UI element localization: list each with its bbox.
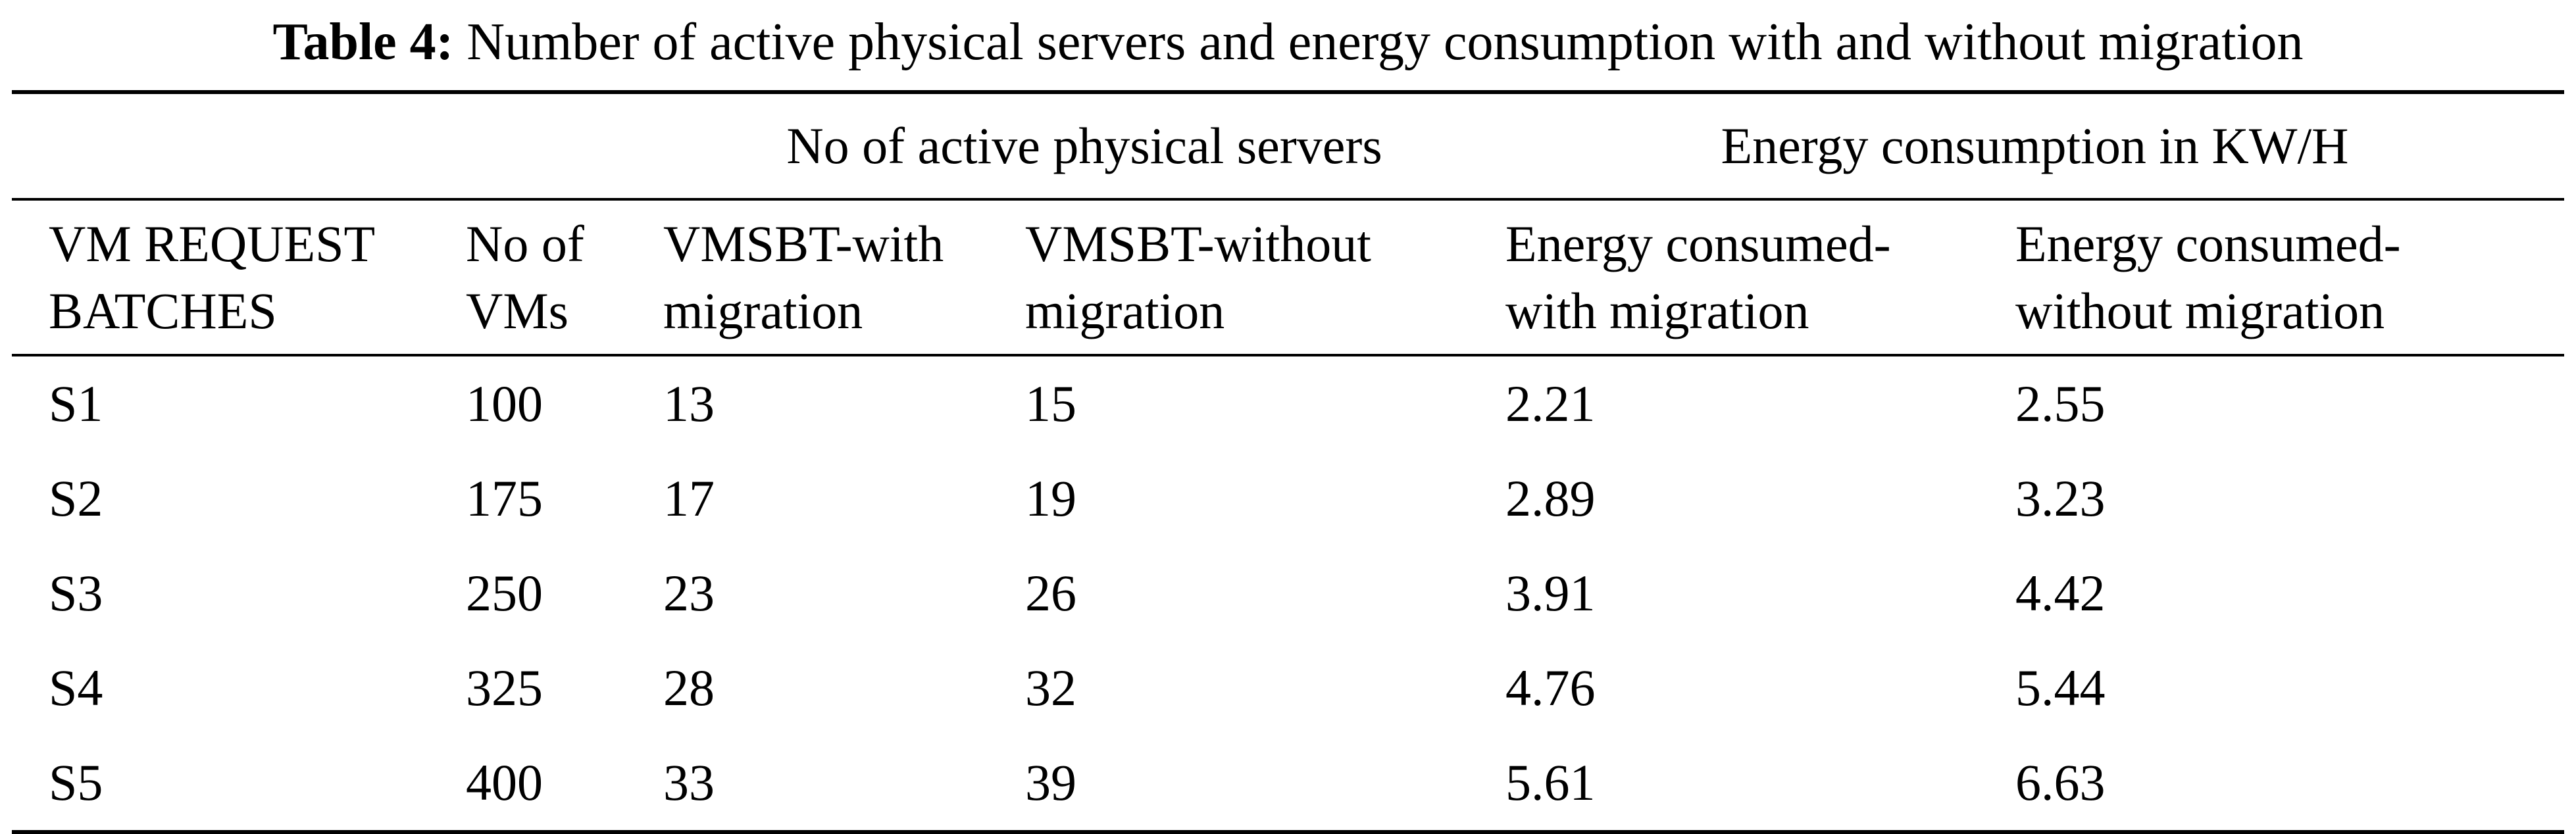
table-cell: 23: [663, 564, 715, 622]
table-cell: 3.23: [2015, 470, 2106, 527]
table-cell: S2: [49, 470, 103, 527]
table-cell: S4: [49, 659, 103, 717]
table-cell: 2.21: [1505, 375, 1596, 433]
table-cell: 5.44: [2015, 659, 2106, 717]
table-cell: 28: [663, 659, 715, 717]
col-header-vmsbt-without-migration: VMSBT-without migration: [1025, 199, 1505, 356]
table-cell: 6.63: [2015, 754, 2106, 812]
table-row: S2 175 17 19 2.89 3.23: [12, 451, 2564, 546]
group-header-row: No of active physical servers Energy con…: [12, 92, 2564, 201]
table-row: S3 250 23 26 3.91 4.42: [12, 546, 2564, 641]
table-row: S4 325 28 32 4.76 5.44: [12, 641, 2564, 735]
table-cell: 39: [1025, 754, 1076, 812]
table-cell: 3.91: [1505, 564, 1596, 622]
table-cell: 26: [1025, 564, 1076, 622]
table-cell: 33: [663, 754, 715, 812]
group-header-spacer: [12, 92, 663, 201]
table-cell: 32: [1025, 659, 1076, 717]
table-cell: 4.42: [2015, 564, 2106, 622]
caption-text: Number of active physical servers and en…: [453, 13, 2304, 71]
table-cell: 325: [466, 659, 543, 717]
table-cell: 15: [1025, 375, 1076, 433]
col-header-energy-without-migration: Energy consumed- without migration: [2015, 199, 2564, 356]
table-caption: Table 4: Number of active physical serve…: [0, 0, 2576, 90]
group-header-servers: No of active physical servers: [663, 92, 1505, 201]
table-cell: S5: [49, 754, 103, 812]
table-cell: S3: [49, 564, 103, 622]
table-row: S1 100 13 15 2.21 2.55: [12, 355, 2564, 451]
col-header-vmsbt-with-migration: VMSBT-with migration: [663, 199, 1025, 356]
table-cell: 17: [663, 470, 715, 527]
data-table: No of active physical servers Energy con…: [12, 90, 2564, 834]
table-cell: 100: [466, 375, 543, 433]
table-cell: 19: [1025, 470, 1076, 527]
table-cell: 13: [663, 375, 715, 433]
col-header-no-of-vms: No of VMs: [466, 199, 663, 356]
col-header-vm-request-batches: VM REQUEST BATCHES: [12, 199, 466, 356]
table-cell: 400: [466, 754, 543, 812]
caption-label: Table 4:: [272, 13, 454, 71]
table-cell: 250: [466, 564, 543, 622]
table-cell: 4.76: [1505, 659, 1596, 717]
table-cell: 175: [466, 470, 543, 527]
group-header-energy: Energy consumption in KW/H: [1505, 92, 2564, 201]
table-row: S5 400 33 39 5.61 6.63: [12, 735, 2564, 832]
col-header-energy-with-migration: Energy consumed- with migration: [1505, 199, 2015, 356]
table-cell: 5.61: [1505, 754, 1596, 812]
table-cell: 2.55: [2015, 375, 2106, 433]
table-cell: 2.89: [1505, 470, 1596, 527]
table-cell: S1: [49, 375, 103, 433]
column-header-row: VM REQUEST BATCHES No of VMs VMSBT-with …: [12, 199, 2564, 356]
